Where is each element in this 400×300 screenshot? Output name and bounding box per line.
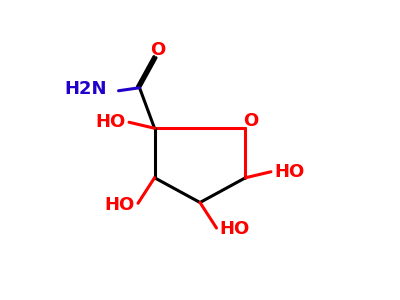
Text: H2N: H2N <box>64 80 106 98</box>
Text: HO: HO <box>105 196 135 214</box>
Text: HO: HO <box>220 220 250 238</box>
Text: HO: HO <box>274 163 304 181</box>
Text: O: O <box>243 112 258 130</box>
Text: O: O <box>150 41 165 59</box>
Text: HO: HO <box>96 113 126 131</box>
